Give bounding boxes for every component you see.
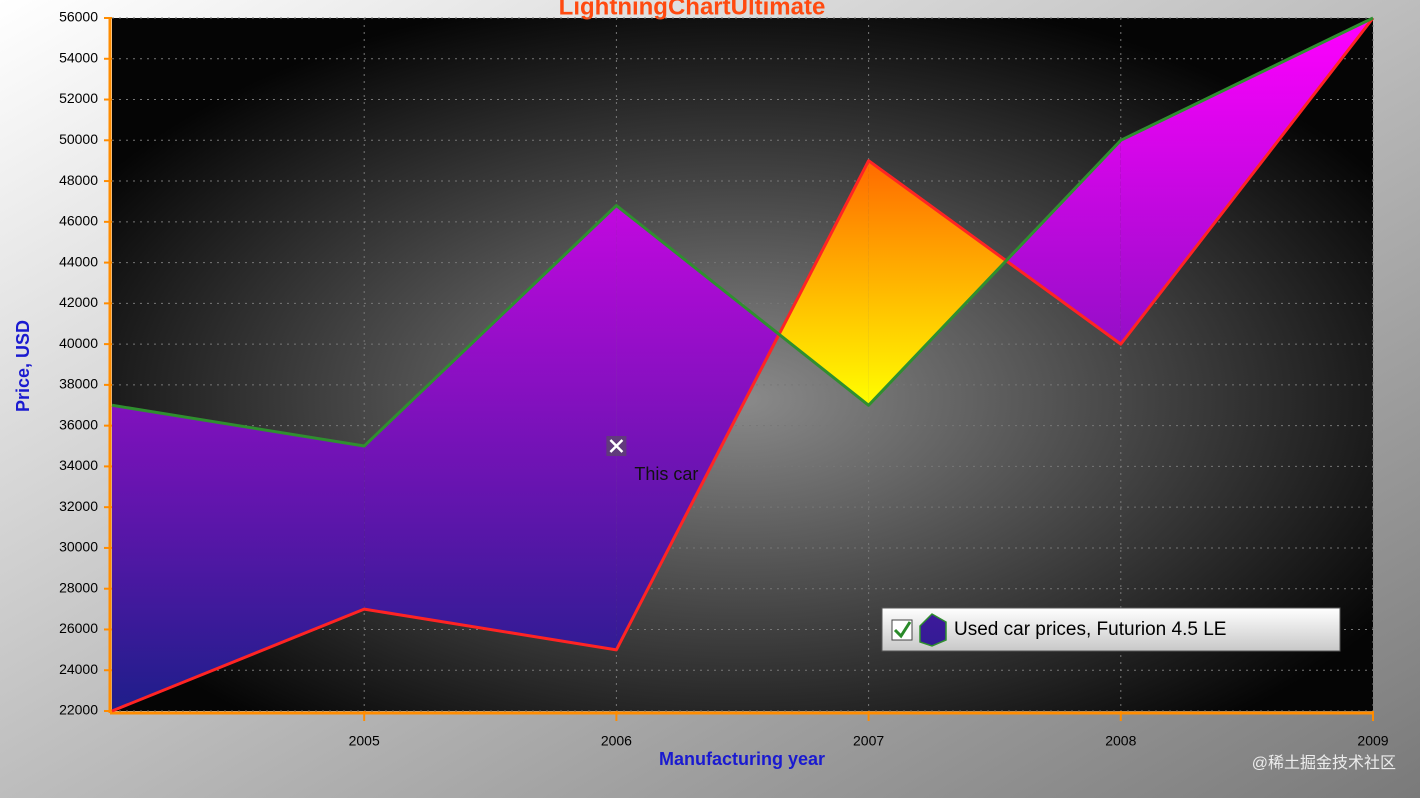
area-piece bbox=[779, 160, 869, 406]
area-piece bbox=[616, 205, 780, 650]
y-tick-label: 34000 bbox=[59, 457, 98, 473]
y-axis-title: Price, USD bbox=[13, 320, 33, 412]
x-tick-label: 2009 bbox=[1357, 733, 1388, 749]
y-tick-label: 30000 bbox=[59, 539, 98, 555]
watermark: @稀土掘金技术社区 bbox=[1252, 754, 1396, 772]
y-tick-label: 54000 bbox=[59, 49, 98, 65]
legend: Used car prices, Futurion 4.5 LE bbox=[881, 607, 1341, 652]
y-tick-label: 38000 bbox=[59, 376, 98, 392]
annotation-label: This car bbox=[634, 464, 698, 484]
legend-box bbox=[881, 607, 1341, 652]
area-piece bbox=[1006, 140, 1121, 345]
y-tick-label: 22000 bbox=[59, 702, 98, 718]
y-tick-label: 36000 bbox=[59, 416, 98, 432]
y-tick-label: 24000 bbox=[59, 661, 98, 677]
area-piece bbox=[868, 160, 1007, 406]
y-tick-label: 42000 bbox=[59, 294, 98, 310]
x-tick-label: 2005 bbox=[349, 733, 380, 749]
area-piece bbox=[364, 205, 617, 650]
legend-swatch bbox=[919, 613, 947, 647]
y-tick-label: 26000 bbox=[59, 620, 98, 636]
y-tick-label: 44000 bbox=[59, 253, 98, 269]
y-tick-label: 46000 bbox=[59, 213, 98, 229]
y-tick-label: 56000 bbox=[59, 9, 98, 25]
legend-check bbox=[893, 621, 912, 639]
y-tick-label: 28000 bbox=[59, 579, 98, 595]
x-tick-label: 2007 bbox=[853, 733, 884, 749]
y-tick-label: 40000 bbox=[59, 335, 98, 351]
legend-label: Used car prices, Futurion 4.5 LE bbox=[954, 619, 1226, 640]
x-tick-label: 2008 bbox=[1105, 733, 1136, 749]
y-tick-label: 48000 bbox=[59, 172, 98, 188]
y-tick-label: 52000 bbox=[59, 90, 98, 106]
x-axis-title: Manufacturing year bbox=[659, 749, 825, 769]
y-tick-label: 32000 bbox=[59, 498, 98, 514]
annotation-marker bbox=[609, 439, 624, 453]
plot-layer: 22000 24000 26000 28000 30000 32000 34000 36000… bbox=[59, 9, 1389, 749]
low-line bbox=[111, 17, 1375, 713]
high-line bbox=[111, 16, 1374, 448]
x-tick-label: 2006 bbox=[601, 733, 632, 749]
y-tick-label: 50000 bbox=[59, 131, 98, 147]
chart-title: LightningChartUltimate bbox=[559, 0, 826, 20]
